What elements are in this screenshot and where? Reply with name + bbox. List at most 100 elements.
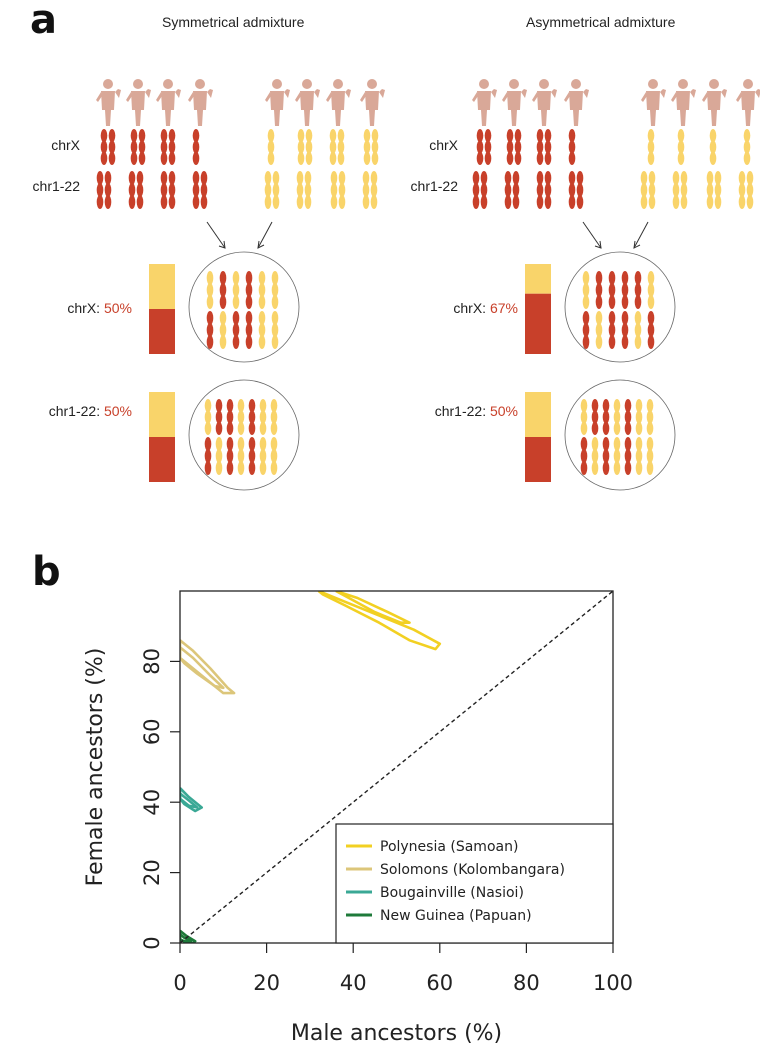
autosome-yellow-right xyxy=(680,171,688,209)
autosome-red-right xyxy=(568,171,576,209)
autosome-percent-right: chr1-22: 50% xyxy=(388,403,518,419)
autosome-red-right xyxy=(472,171,480,209)
autosome-ratio-bar-right xyxy=(525,392,551,482)
pool-autosome-left xyxy=(226,437,234,475)
series-contour-3-0 xyxy=(180,929,197,943)
pool-chrx-right xyxy=(634,271,642,309)
chrx-label-right: chrX: xyxy=(453,300,487,316)
pool-autosome-right xyxy=(591,399,599,436)
chrx-red-right xyxy=(544,129,552,165)
chrx-percent-right: chrX: 67% xyxy=(388,300,518,316)
chrx-red-left xyxy=(192,129,200,165)
pool-autosome-left xyxy=(259,399,267,436)
pool-autosome-right xyxy=(646,399,654,436)
identity-line xyxy=(180,591,613,943)
pool-chrx-left xyxy=(245,271,253,309)
chrx-yellow-left xyxy=(297,129,305,165)
chrx-yellow-left xyxy=(305,129,313,165)
row-label-chrx-right: chrX xyxy=(429,137,458,153)
chrx-red-right xyxy=(514,129,522,165)
autosome-yellow-left xyxy=(362,171,370,209)
autosome-red-left xyxy=(168,171,176,209)
pool-autosome-left xyxy=(215,399,223,436)
autosome-yellow-left xyxy=(304,171,312,209)
pool-autosome-right xyxy=(602,437,610,475)
chrx-red-right xyxy=(568,129,576,165)
chrx-red-left xyxy=(160,129,168,165)
pool-chrx-right xyxy=(608,311,616,349)
pool-chrx-right xyxy=(595,271,603,309)
pool-chrx-left xyxy=(258,271,266,309)
legend-label: New Guinea (Papuan) xyxy=(380,908,532,924)
x-tick-label: 0 xyxy=(173,971,186,995)
person-icon-right-7 xyxy=(736,79,760,126)
legend-label: Polynesia (Samoan) xyxy=(380,839,518,855)
legend-label: Bougainville (Nasioi) xyxy=(380,885,524,901)
pool-autosome-left xyxy=(270,437,278,475)
x-tick-label: 60 xyxy=(426,971,453,995)
autosome-yellow-left xyxy=(296,171,304,209)
series-contour-2-0 xyxy=(180,787,203,813)
autosome-value-left: 50% xyxy=(103,403,132,419)
autosome-red-right xyxy=(576,171,584,209)
chrx-yellow-left xyxy=(329,129,337,165)
arrows-right xyxy=(582,221,649,249)
pool-chrx-left xyxy=(258,311,266,349)
chrx-red-right xyxy=(506,129,514,165)
autosome-yellow-right xyxy=(640,171,648,209)
person-icon-right-0 xyxy=(472,79,497,126)
ancestry-contour-chart: 0 20 40 60 80 100 0 20 40 60 80 Male ancestors (%) F… xyxy=(83,590,633,1046)
chrx-ratio-bar-left xyxy=(149,264,175,354)
autosome-red-left xyxy=(160,171,168,209)
series-contour-2-1 xyxy=(180,792,199,809)
chrx-yellow-left xyxy=(363,129,371,165)
person-icon-right-5 xyxy=(671,79,696,126)
autosome-label-left: chr1-22: xyxy=(48,403,101,419)
chrx-value-left: 50% xyxy=(103,300,132,316)
person-icon-left-1 xyxy=(126,79,151,126)
autosome-yellow-right xyxy=(706,171,714,209)
pool-autosome-right xyxy=(635,399,643,436)
pool-autosome-left xyxy=(248,437,256,475)
person-icon-right-4 xyxy=(641,79,666,126)
person-icon-left-3 xyxy=(188,79,213,126)
y-tick-label: 0 xyxy=(140,936,164,949)
pool-chrx-right xyxy=(621,311,629,349)
pool-autosome-right xyxy=(580,399,588,436)
person-icon-left-0 xyxy=(96,79,121,126)
pool-autosome-left xyxy=(237,399,245,436)
chrx-yellow-left xyxy=(371,129,379,165)
pool-autosome-right xyxy=(613,399,621,436)
chrx-pool-circle-right xyxy=(564,251,676,363)
autosome-red-left xyxy=(128,171,136,209)
pool-chrx-left xyxy=(232,311,240,349)
chrx-yellow-right xyxy=(743,129,751,165)
pool-autosome-right xyxy=(624,399,632,436)
pool-autosome-right xyxy=(591,437,599,475)
chrx-red-right xyxy=(476,129,484,165)
row-label-autosome-left: chr1-22 xyxy=(32,178,80,194)
series-contour-3-1 xyxy=(180,933,193,943)
legend: Polynesia (Samoan) Solomons (Kolombangara… xyxy=(335,823,614,944)
autosome-red-left xyxy=(136,171,144,209)
pool-chrx-right xyxy=(582,271,590,309)
admixture-schematic xyxy=(96,79,760,491)
autosome-value-right: 50% xyxy=(489,403,518,419)
pool-chrx-left xyxy=(206,311,214,349)
pool-chrx-left xyxy=(271,311,279,349)
pool-chrx-right xyxy=(595,311,603,349)
person-icon-left-6 xyxy=(326,79,351,126)
pool-chrx-right xyxy=(608,271,616,309)
y-tick-label: 60 xyxy=(140,718,164,745)
chrx-red-left xyxy=(168,129,176,165)
autosome-yellow-left xyxy=(330,171,338,209)
autosome-red-right xyxy=(544,171,552,209)
pool-autosome-right xyxy=(624,437,632,475)
person-icon-right-6 xyxy=(702,79,727,126)
pool-chrx-left xyxy=(232,271,240,309)
person-icon-left-4 xyxy=(265,79,290,126)
chrx-red-right xyxy=(484,129,492,165)
x-tick-label: 40 xyxy=(340,971,367,995)
series-contour-0-0 xyxy=(317,591,442,651)
x-tick-label: 20 xyxy=(253,971,280,995)
